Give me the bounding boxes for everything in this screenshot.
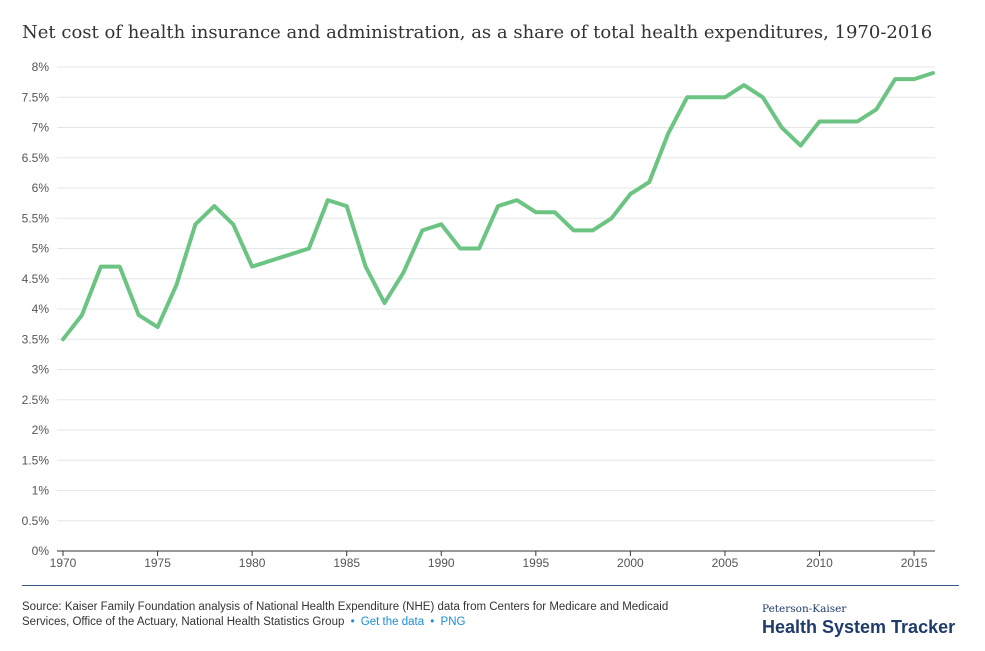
y-tick-label: 0% <box>32 544 50 558</box>
png-link[interactable]: PNG <box>440 616 466 628</box>
line-chart: 0% 0.5% 1% 1.5% 2% 2.5% 3% 3.5% 4% 4.5% 5% 5.5% 6% 6.… <box>22 60 935 570</box>
brand-large-text: Health System Tracker <box>762 617 956 637</box>
x-tick-label: 1975 <box>144 556 171 570</box>
y-tick-label: 1.5% <box>22 453 50 467</box>
x-tick-label: 2000 <box>617 556 644 570</box>
x-axis-ticks: 1970 1975 1980 1985 1990 1995 2000 2005 2010 2015 <box>50 551 928 570</box>
x-tick-label: 2015 <box>901 556 928 570</box>
separator-dot: • <box>430 616 435 628</box>
y-tick-label: 2.5% <box>22 393 50 407</box>
gridlines <box>57 66 935 552</box>
y-tick-label: 4% <box>32 302 50 316</box>
x-tick-label: 1980 <box>239 556 266 570</box>
y-tick-label: 6% <box>32 181 50 195</box>
footer-divider <box>22 585 959 586</box>
chart-title: Net cost of health insurance and adminis… <box>22 22 933 43</box>
y-tick-label: 7% <box>32 121 50 135</box>
source-text: Source: Kaiser Family Foundation analysi… <box>22 601 669 628</box>
y-tick-label: 5.5% <box>22 211 50 225</box>
x-tick-label: 1970 <box>50 556 77 570</box>
y-tick-label: 7.5% <box>22 90 50 104</box>
brand-small-text: Peterson-Kaiser <box>762 603 847 615</box>
y-tick-label: 3% <box>32 363 50 377</box>
y-tick-label: 2% <box>32 423 50 437</box>
y-tick-label: 0.5% <box>22 514 50 528</box>
y-tick-label: 4.5% <box>22 272 50 286</box>
x-tick-label: 2010 <box>806 556 833 570</box>
separator-dot: • <box>350 616 355 628</box>
y-axis-ticks: 0% 0.5% 1% 1.5% 2% 2.5% 3% 3.5% 4% 4.5% 5% 5.5% 6% 6.… <box>22 60 50 558</box>
x-tick-label: 1985 <box>333 556 360 570</box>
y-tick-label: 6.5% <box>22 151 50 165</box>
series-layer <box>61 71 935 342</box>
y-tick-label: 8% <box>32 60 50 74</box>
series-line <box>61 71 935 342</box>
y-tick-label: 5% <box>32 242 50 256</box>
get-the-data-link[interactable]: Get the data <box>360 616 425 628</box>
brand-logo: Peterson-Kaiser Health System Tracker <box>762 603 955 638</box>
source-note: Source: Kaiser Family Foundation analysi… <box>22 600 702 630</box>
x-tick-label: 2005 <box>712 556 739 570</box>
x-tick-label: 1990 <box>428 556 455 570</box>
x-tick-label: 1995 <box>522 556 549 570</box>
y-tick-label: 1% <box>32 484 50 498</box>
y-tick-label: 3.5% <box>22 332 50 346</box>
